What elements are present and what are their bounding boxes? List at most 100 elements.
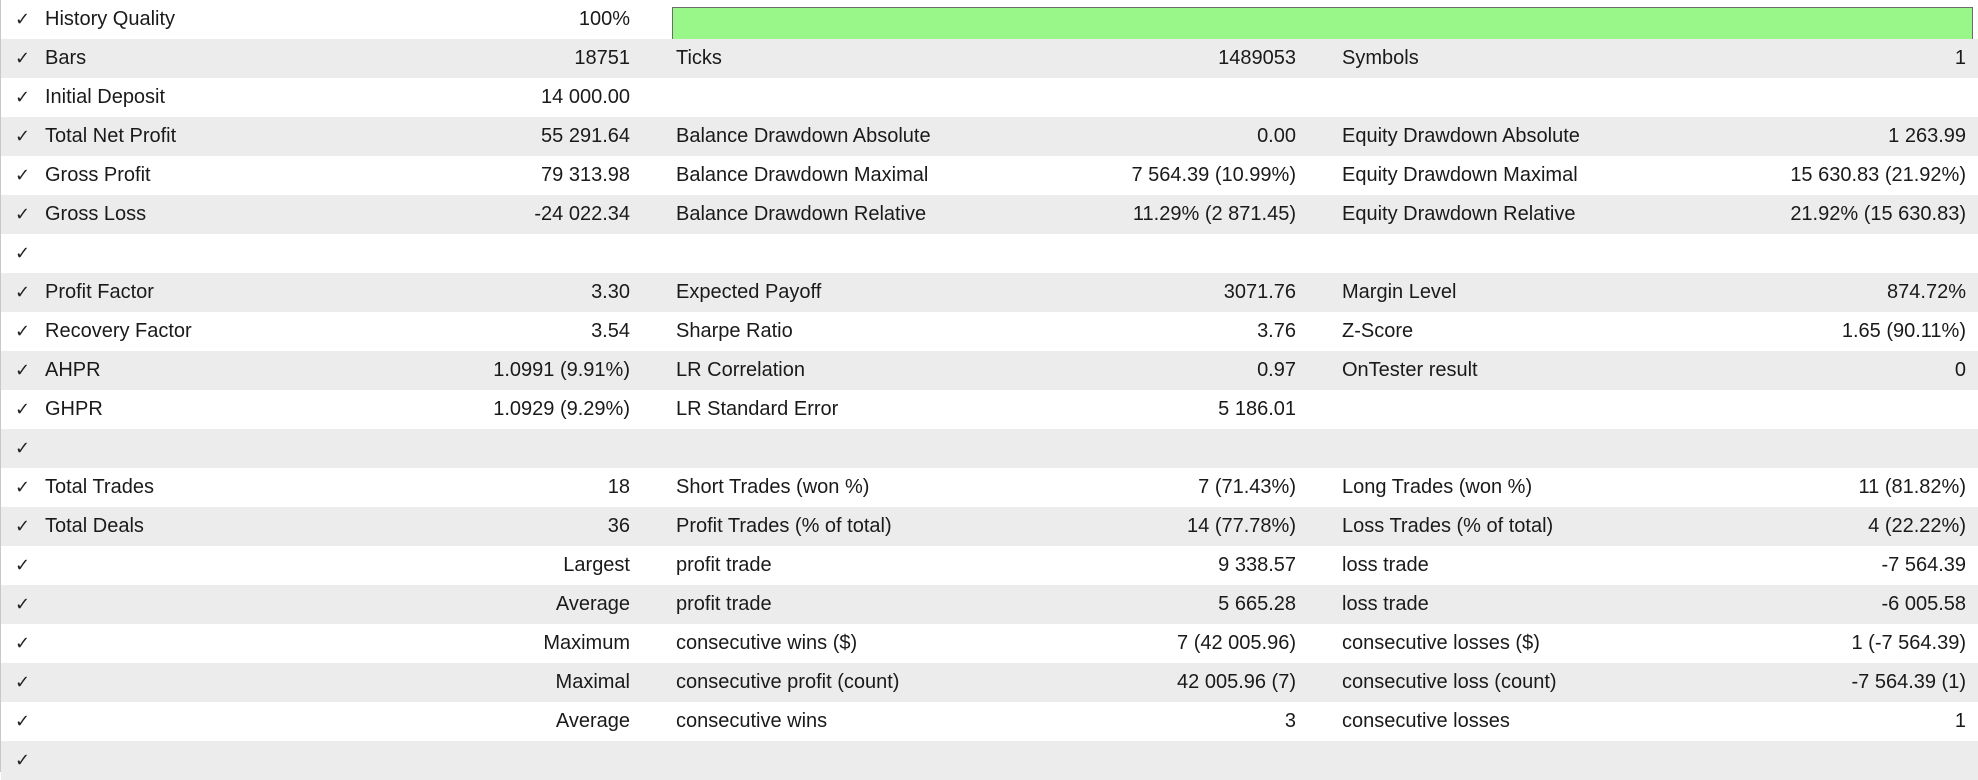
total-trades-label: Total Trades [45, 476, 154, 498]
initial-deposit-value: 14 000.00 [541, 86, 630, 108]
row-maximal[interactable]: ✓ Maximal consecutive profit (count) 42 … [1, 663, 1978, 702]
gross-profit-value: 79 313.98 [541, 164, 630, 186]
lr-correlation-value: 0.97 [1257, 359, 1296, 381]
maximal-label: Maximal [555, 671, 630, 693]
check-icon: ✓ [15, 243, 31, 263]
z-score-label: Z-Score [1342, 320, 1414, 342]
row-gross-loss[interactable]: ✓ Gross Loss -24 022.34 Balance Drawdown… [1, 195, 1978, 234]
row-initial-deposit[interactable]: ✓ Initial Deposit 14 000.00 [1, 78, 1978, 117]
check-icon: ✓ [15, 750, 31, 770]
equity-drawdown-absolute-value: 1 263.99 [1888, 125, 1966, 147]
equity-drawdown-relative-label: Equity Drawdown Relative [1342, 203, 1576, 225]
row-profit-factor[interactable]: ✓ Profit Factor 3.30 Expected Payoff 307… [1, 273, 1978, 312]
check-icon: ✓ [15, 204, 31, 224]
ghpr-label: GHPR [45, 398, 103, 420]
gross-profit-label: Gross Profit [45, 164, 151, 186]
check-icon: ✓ [15, 282, 31, 302]
bars-label: Bars [45, 47, 87, 69]
row-gross-profit[interactable]: ✓ Gross Profit 79 313.98 Balance Drawdow… [1, 156, 1978, 195]
maximum-label: Maximum [543, 632, 630, 654]
margin-level-value: 874.72% [1887, 281, 1966, 303]
short-trades-value: 7 (71.43%) [1198, 476, 1296, 498]
largest-profit-trade-value: 9 338.57 [1218, 554, 1296, 576]
row-empty[interactable]: ✓ [1, 741, 1978, 780]
row-empty[interactable]: ✓ [1, 234, 1978, 273]
profit-factor-label: Profit Factor [45, 281, 154, 303]
gross-loss-label: Gross Loss [45, 203, 147, 225]
check-icon: ✓ [15, 516, 31, 536]
margin-level-label: Margin Level [1342, 281, 1457, 303]
check-icon: ✓ [15, 633, 31, 653]
ahpr-value: 1.0991 (9.91%) [493, 359, 630, 381]
ghpr-value: 1.0929 (9.29%) [493, 398, 630, 420]
check-icon: ✓ [15, 672, 31, 692]
total-deals-label: Total Deals [45, 515, 144, 537]
ticks-label: Ticks [676, 47, 722, 69]
row-recovery-factor[interactable]: ✓ Recovery Factor 3.54 Sharpe Ratio 3.76… [1, 312, 1978, 351]
balance-drawdown-absolute-label: Balance Drawdown Absolute [676, 125, 931, 147]
average-consecutive-label: Average [555, 710, 630, 732]
row-average-trade[interactable]: ✓ Average profit trade 5 665.28 loss tra… [1, 585, 1978, 624]
z-score-value: 1.65 (90.11%) [1841, 320, 1966, 342]
largest-profit-trade-label: profit trade [676, 554, 772, 576]
lr-standard-error-label: LR Standard Error [676, 398, 839, 420]
maximal-consecutive-loss-value: -7 564.39 (1) [1851, 671, 1966, 693]
check-icon: ✓ [15, 711, 31, 731]
equity-drawdown-relative-value: 21.92% (15 630.83) [1790, 203, 1966, 225]
max-consecutive-wins-value: 7 (42 005.96) [1177, 632, 1296, 654]
average-profit-trade-value: 5 665.28 [1218, 593, 1296, 615]
equity-drawdown-maximal-label: Equity Drawdown Maximal [1342, 164, 1578, 186]
row-total-deals[interactable]: ✓ Total Deals 36 Profit Trades (% of tot… [1, 507, 1978, 546]
row-ahpr[interactable]: ✓ AHPR 1.0991 (9.91%) LR Correlation 0.9… [1, 351, 1978, 390]
short-trades-label: Short Trades (won %) [676, 476, 870, 498]
average-consecutive-losses-label: consecutive losses [1342, 710, 1510, 732]
equity-drawdown-maximal-value: 15 630.83 (21.92%) [1790, 164, 1966, 186]
largest-loss-trade-value: -7 564.39 [1881, 554, 1966, 576]
check-icon: ✓ [15, 477, 31, 497]
total-net-profit-value: 55 291.64 [541, 125, 630, 147]
history-quality-label: History Quality [45, 8, 176, 30]
check-icon: ✓ [15, 399, 31, 419]
ticks-value: 1489053 [1218, 47, 1296, 69]
maximal-consecutive-profit-value: 42 005.96 (7) [1177, 671, 1296, 693]
row-history-quality[interactable]: ✓ History Quality 100% [1, 0, 1978, 40]
profit-factor-value: 3.30 [591, 281, 630, 303]
loss-trades-label: Loss Trades (% of total) [1342, 515, 1554, 537]
recovery-factor-value: 3.54 [591, 320, 630, 342]
check-icon: ✓ [15, 87, 31, 107]
maximal-consecutive-loss-label: consecutive loss (count) [1342, 671, 1557, 693]
average-profit-trade-label: profit trade [676, 593, 772, 615]
max-consecutive-losses-value: 1 (-7 564.39) [1851, 632, 1966, 654]
lr-standard-error-value: 5 186.01 [1218, 398, 1296, 420]
max-consecutive-wins-label: consecutive wins ($) [676, 632, 858, 654]
initial-deposit-label: Initial Deposit [45, 86, 166, 108]
row-largest[interactable]: ✓ Largest profit trade 9 338.57 loss tra… [1, 546, 1978, 585]
average-consecutive-wins-value: 3 [1284, 710, 1296, 732]
balance-drawdown-maximal-value: 7 564.39 (10.99%) [1131, 164, 1296, 186]
row-total-net-profit[interactable]: ✓ Total Net Profit 55 291.64 Balance Dra… [1, 117, 1978, 156]
history-quality-bar [672, 7, 1973, 40]
total-trades-value: 18 [607, 476, 630, 498]
gross-loss-value: -24 022.34 [534, 203, 630, 225]
row-ghpr[interactable]: ✓ GHPR 1.0929 (9.29%) LR Standard Error … [1, 390, 1978, 429]
lr-correlation-label: LR Correlation [676, 359, 805, 381]
long-trades-label: Long Trades (won %) [1342, 476, 1533, 498]
balance-drawdown-relative-label: Balance Drawdown Relative [676, 203, 927, 225]
balance-drawdown-relative-value: 11.29% (2 871.45) [1132, 203, 1296, 225]
max-consecutive-losses-label: consecutive losses ($) [1342, 632, 1540, 654]
check-icon: ✓ [15, 594, 31, 614]
row-average-consecutive[interactable]: ✓ Average consecutive wins 3 consecutive… [1, 702, 1978, 741]
row-bars[interactable]: ✓ Bars 18751 Ticks 1489053 Symbols 1 [1, 39, 1978, 78]
row-total-trades[interactable]: ✓ Total Trades 18 Short Trades (won %) 7… [1, 468, 1978, 507]
check-icon: ✓ [15, 438, 31, 458]
ontester-result-value: 0 [1954, 359, 1966, 381]
average-consecutive-losses-value: 1 [1954, 710, 1966, 732]
check-icon: ✓ [15, 165, 31, 185]
largest-loss-trade-label: loss trade [1342, 554, 1429, 576]
ahpr-label: AHPR [45, 359, 101, 381]
equity-drawdown-absolute-label: Equity Drawdown Absolute [1342, 125, 1580, 147]
sharpe-ratio-label: Sharpe Ratio [676, 320, 793, 342]
row-maximum[interactable]: ✓ Maximum consecutive wins ($) 7 (42 005… [1, 624, 1978, 663]
row-empty[interactable]: ✓ [1, 429, 1978, 468]
